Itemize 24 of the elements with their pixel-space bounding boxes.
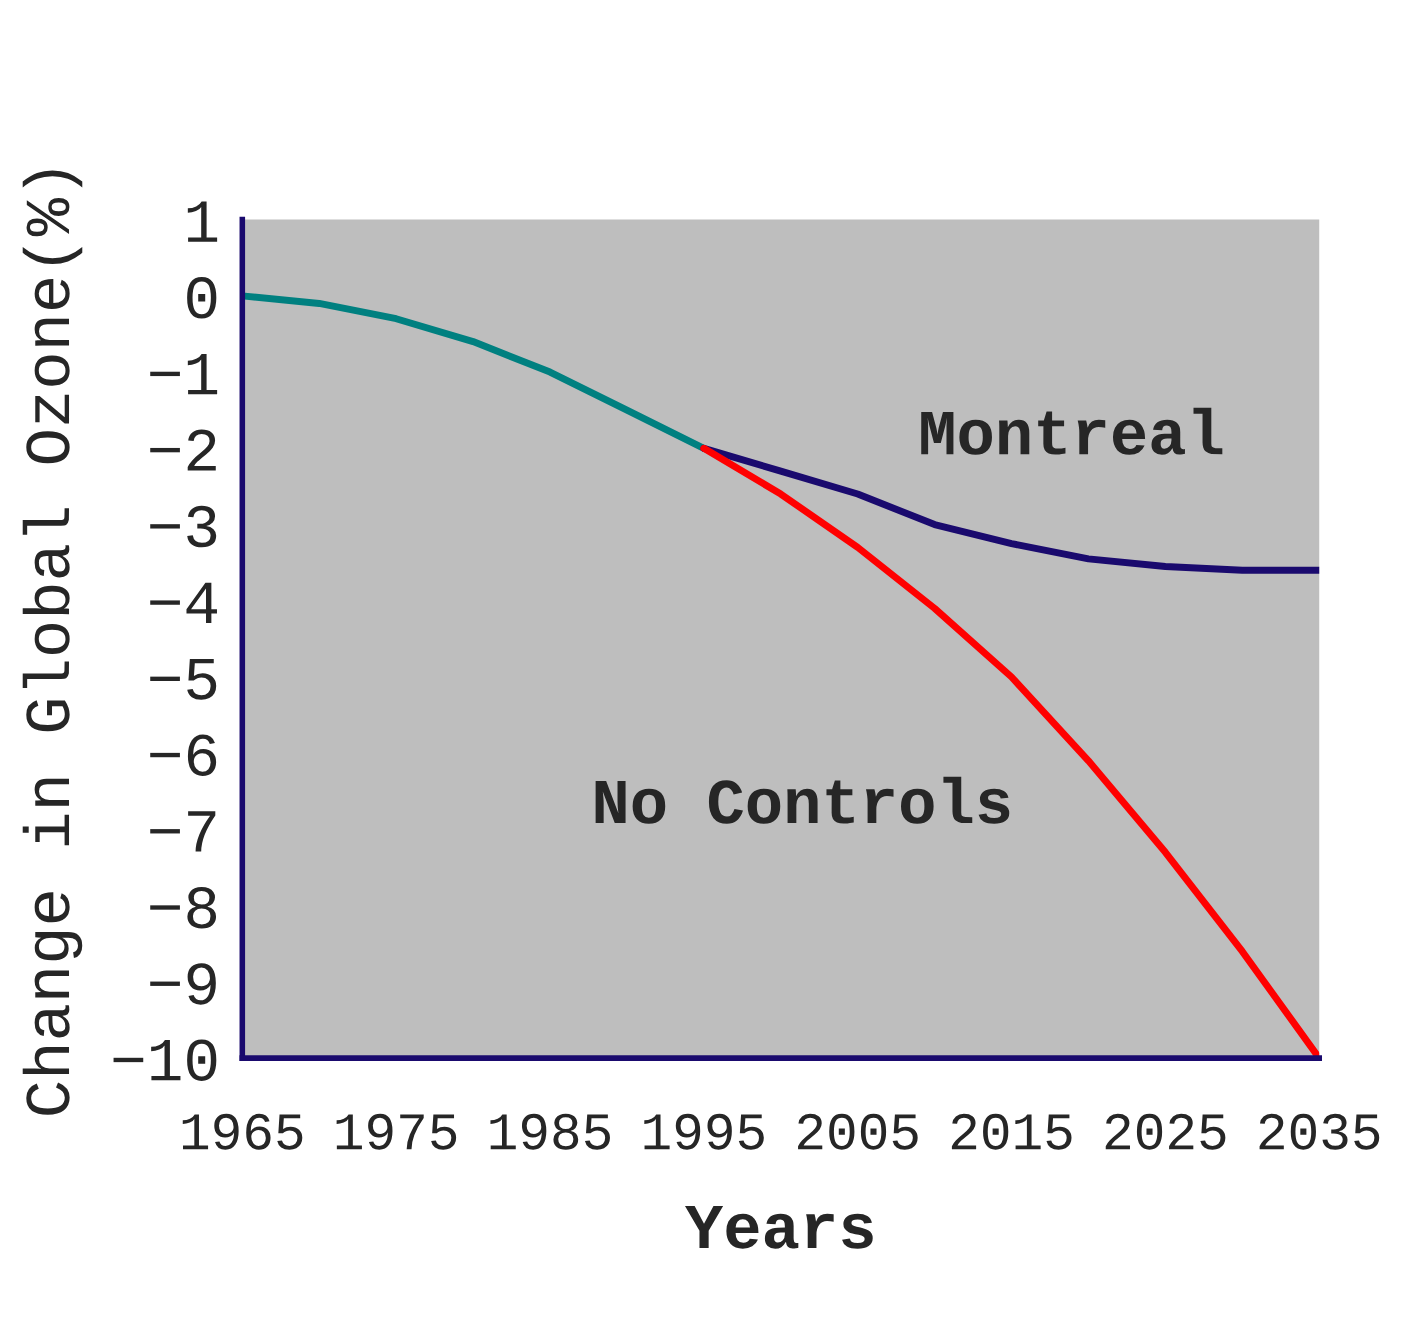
- y-tick-label: −7: [150, 811, 216, 852]
- x-tick-label: 2025: [1105, 1113, 1226, 1150]
- y-tick-label: −9: [150, 963, 216, 1005]
- x-tick-label: 1975: [336, 1113, 457, 1150]
- y-tick-label: −2: [150, 429, 216, 471]
- x-tick-label: 1995: [644, 1113, 764, 1150]
- x-axis-title: Years: [685, 1206, 873, 1249]
- x-tick-label: 1985: [490, 1113, 610, 1150]
- x-tick-label: 2005: [798, 1113, 918, 1150]
- x-tick-label: 2015: [951, 1113, 1072, 1150]
- y-tick-label: −5: [150, 658, 217, 700]
- y-tick-label: −4: [150, 582, 217, 623]
- y-tick-label: −6: [150, 734, 217, 776]
- annotation: No Controls: [595, 776, 1010, 824]
- x-tick-label: 2035: [1259, 1113, 1380, 1150]
- y-tick-label: −3: [150, 505, 217, 548]
- y-tick-label: −10: [113, 1039, 217, 1081]
- x-tick-label: 1965: [182, 1113, 303, 1150]
- y-axis-title: Change in Global Ozone(%): [22, 170, 83, 1115]
- y-tick-label: 0: [187, 277, 217, 319]
- annotation: Montreal: [921, 407, 1223, 455]
- y-tick-label: 1: [187, 201, 218, 242]
- y-tick-label: −8: [150, 886, 217, 929]
- y-tick-label: −1: [150, 353, 218, 395]
